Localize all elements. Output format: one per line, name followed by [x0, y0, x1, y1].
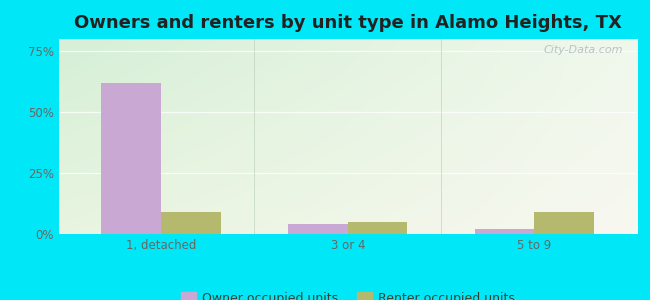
Text: City-Data.com: City-Data.com	[543, 45, 623, 55]
Bar	[534, 212, 594, 234]
Bar	[101, 83, 161, 234]
Bar	[348, 222, 408, 234]
Bar	[288, 224, 348, 234]
Title: Owners and renters by unit type in Alamo Heights, TX: Owners and renters by unit type in Alamo…	[74, 14, 621, 32]
Legend: Owner occupied units, Renter occupied units: Owner occupied units, Renter occupied un…	[176, 287, 520, 300]
Bar	[161, 212, 221, 234]
Bar	[474, 229, 534, 234]
